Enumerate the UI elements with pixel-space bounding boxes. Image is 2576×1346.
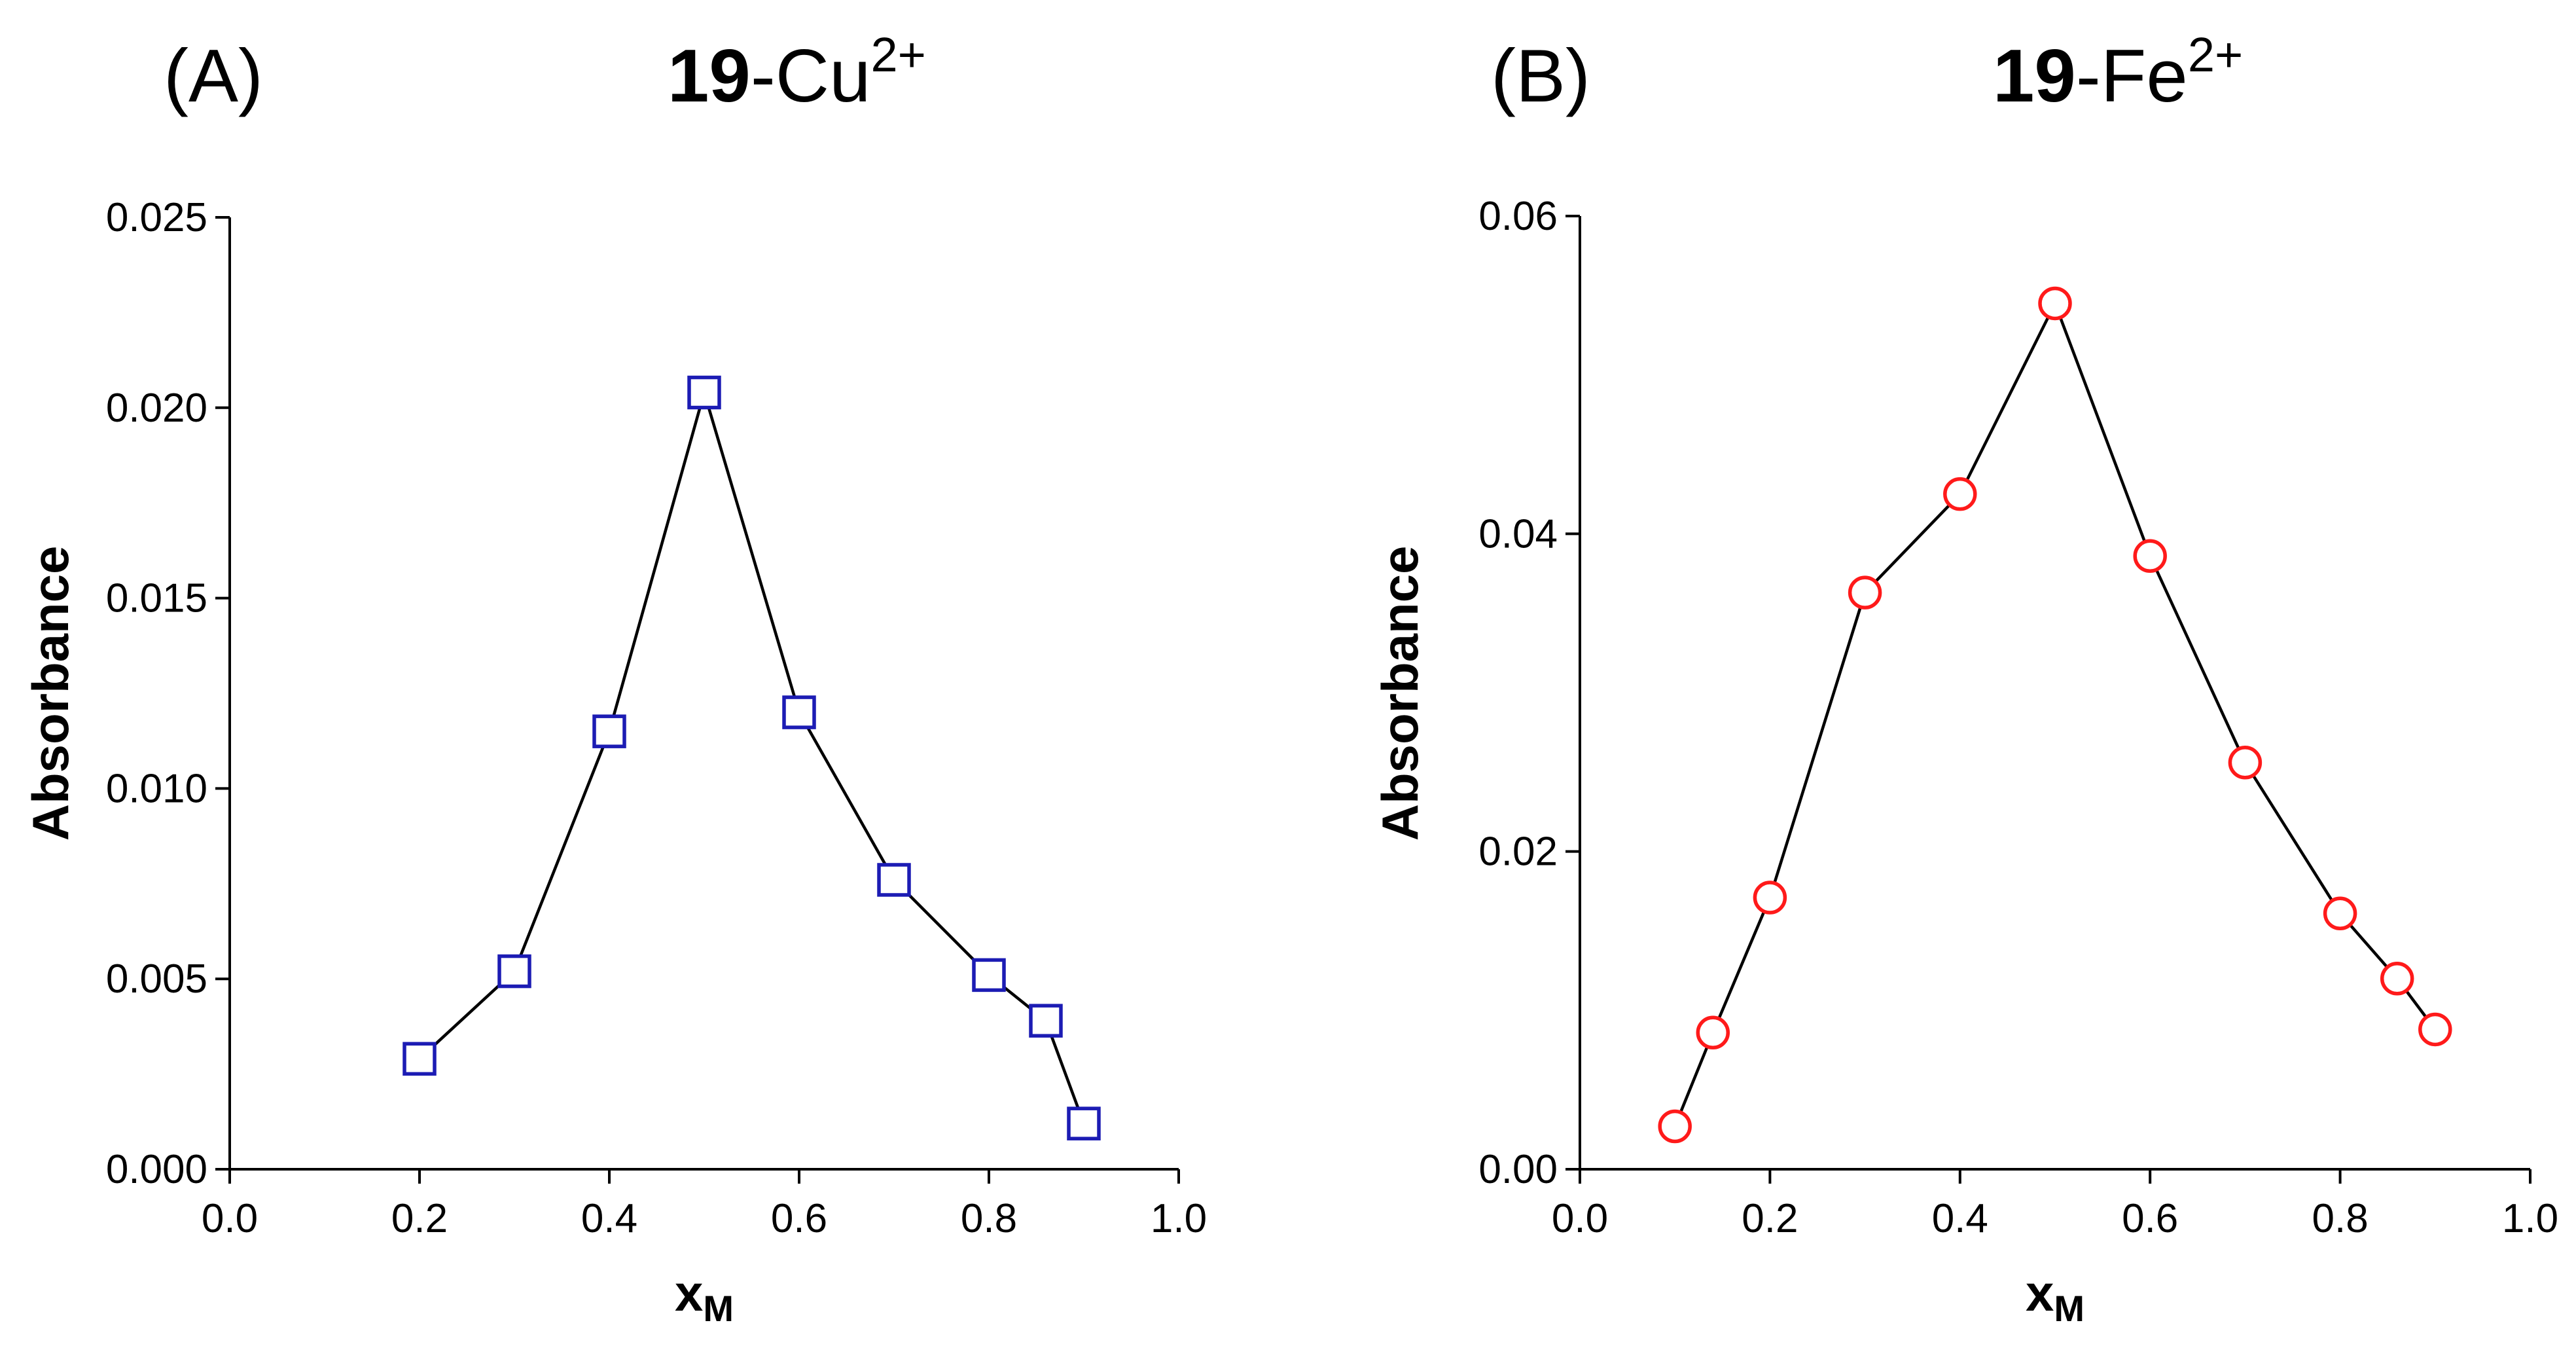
panel-b-y-tick-label: 0.00	[1478, 1147, 1558, 1192]
panel-a-markers	[402, 375, 1101, 1140]
panel-b-series-line	[1673, 299, 2437, 1127]
panel-b-x-tick-label: 0.4	[1932, 1196, 1988, 1241]
panel-a: (A) 19-Cu2+ 0.0000.0050.0100.0150.0200.0…	[22, 27, 1207, 1329]
data-point-marker	[2323, 896, 2357, 931]
panel-a-y-tick-label: 0.020	[106, 386, 207, 431]
panel-a-x-tick-label: 1.0	[1151, 1196, 1207, 1241]
panel-b-x-tick-label: 0.0	[1552, 1196, 1608, 1241]
panel-b-y-tick-label: 0.06	[1478, 194, 1558, 239]
panel-a-y-axis-title: Absorbance	[22, 546, 79, 841]
data-point-marker	[687, 375, 721, 410]
panel-b-x-axis-title: xM	[2026, 1264, 2084, 1329]
data-point-marker	[497, 954, 531, 989]
panel-a-x-tick-label: 0.0	[202, 1196, 258, 1241]
data-point-marker	[1753, 881, 1787, 915]
data-point-marker	[2228, 746, 2263, 780]
panel-b-y-ticks: 0.00 0.02 0.04 0.06	[1478, 194, 1580, 1192]
panel-b-x-tick-label: 0.6	[2122, 1196, 2178, 1241]
data-point-marker	[1067, 1106, 1101, 1140]
data-point-marker	[592, 714, 626, 748]
data-point-marker	[1029, 1004, 1063, 1038]
panel-a-x-tick-label: 0.4	[581, 1196, 637, 1241]
panel-b-x-ticks: 0.0 0.2 0.4 0.6 0.8 1.0	[1552, 1169, 2558, 1241]
panel-b-x-axis-title-main: x	[2026, 1264, 2054, 1322]
panel-a-title: 19-Cu2+	[668, 27, 926, 118]
panel-a-x-ticks: 0.0 0.2 0.4 0.6 0.8 1.0	[202, 1169, 1207, 1241]
panel-b-title-compound: 19	[1993, 35, 2076, 118]
panel-a-x-axis-title: xM	[675, 1264, 734, 1329]
panel-b-label: (B)	[1491, 35, 1590, 118]
panel-b-markers	[1658, 286, 2452, 1144]
panel-a-x-axis-title-sub: M	[703, 1288, 734, 1329]
panel-a-y-ticks: 0.000 0.005 0.010 0.015 0.020 0.025	[106, 195, 230, 1192]
panel-b-x-tick-label: 0.8	[2312, 1196, 2368, 1241]
data-point-marker	[877, 863, 911, 897]
data-point-marker	[1943, 477, 1977, 511]
panel-b-y-tick-label: 0.02	[1478, 829, 1558, 875]
panel-a-x-axis-title-main: x	[675, 1264, 703, 1322]
panel-b: (B) 19-Fe2+ 0.000.020.040.06 0.0 0.2 0.4 0.…	[1371, 27, 2558, 1329]
data-point-marker	[1658, 1109, 1692, 1144]
panel-a-series-line	[418, 387, 1086, 1124]
panel-a-label: (A)	[164, 35, 263, 118]
panel-b-title: 19-Fe2+	[1993, 27, 2243, 118]
panel-a-x-tick-label: 0.8	[961, 1196, 1017, 1241]
panel-a-title-compound: 19	[668, 35, 751, 118]
panel-a-title-ion: -Cu	[751, 35, 871, 118]
data-point-marker	[2133, 539, 2167, 573]
panel-a-y-tick-label: 0.000	[106, 1147, 207, 1192]
panel-b-x-axis-title-sub: M	[2054, 1288, 2084, 1329]
panel-b-x-tick-label: 0.2	[1742, 1196, 1798, 1241]
panel-a-y-tick-label: 0.010	[106, 766, 207, 811]
panel-a-y-tick-label: 0.025	[106, 195, 207, 240]
panel-a-y-tick-label: 0.005	[106, 956, 207, 1002]
panel-b-title-ion: -Fe	[2076, 35, 2188, 118]
panel-b-title-charge: 2+	[2188, 27, 2243, 82]
data-point-marker	[402, 1042, 437, 1076]
data-point-marker	[972, 958, 1006, 992]
panel-a-x-tick-label: 0.2	[391, 1196, 448, 1241]
data-point-marker	[2038, 286, 2072, 321]
panel-b-y-tick-label: 0.04	[1478, 511, 1558, 556]
panel-a-y-tick-label: 0.015	[106, 576, 207, 621]
data-point-marker	[2380, 962, 2414, 996]
panel-b-x-tick-label: 1.0	[2502, 1196, 2558, 1241]
panel-a-title-charge: 2+	[871, 27, 926, 82]
panel-b-y-axis-title: Absorbance	[1371, 546, 1429, 841]
data-point-marker	[782, 695, 816, 729]
data-point-marker	[1696, 1015, 1730, 1050]
data-point-marker	[1848, 575, 1882, 609]
data-point-marker	[2418, 1012, 2452, 1047]
panel-a-x-tick-label: 0.6	[771, 1196, 827, 1241]
